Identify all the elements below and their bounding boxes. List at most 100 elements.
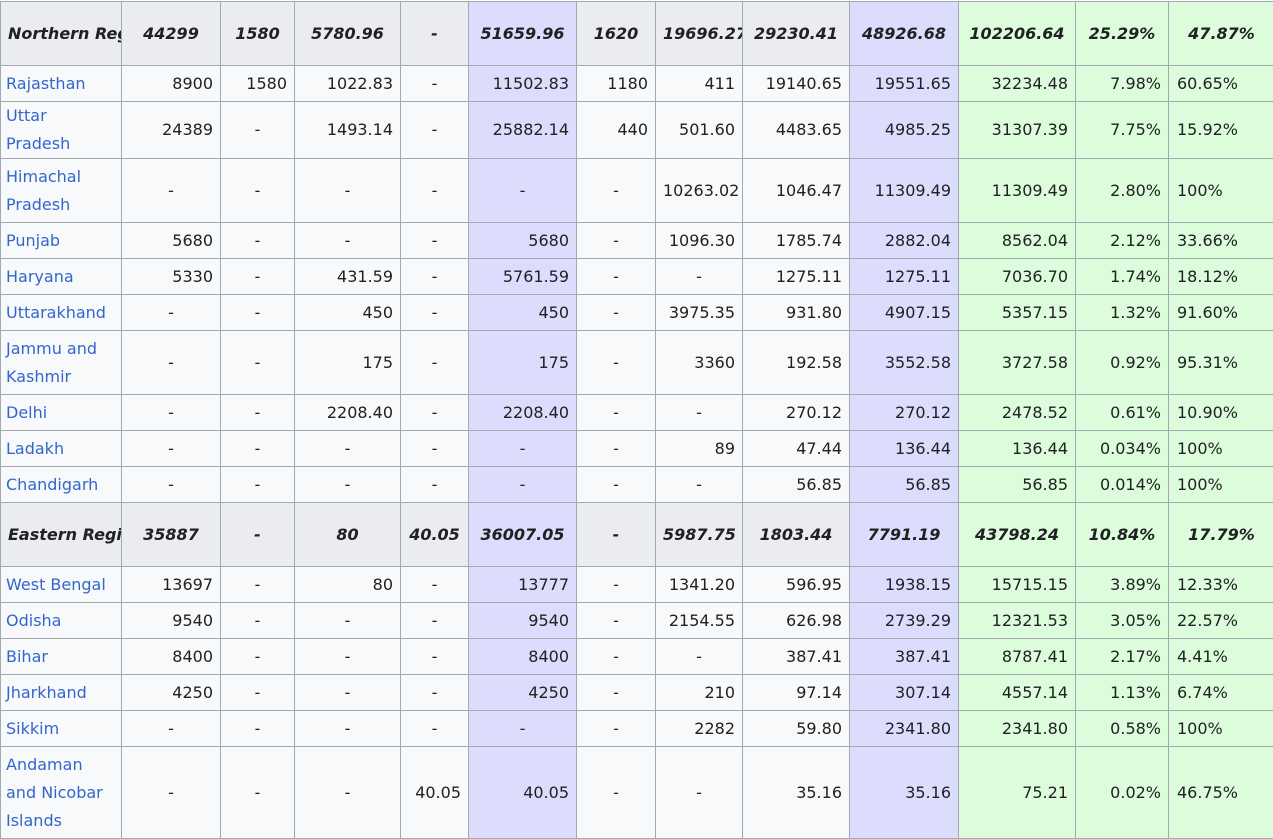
value-cell: - bbox=[401, 2, 469, 66]
value-cell: 192.58 bbox=[743, 331, 850, 395]
value-cell: - bbox=[221, 747, 295, 839]
value-cell: 8562.04 bbox=[959, 223, 1076, 259]
region-row: Northern Region4429915805780.96-51659.96… bbox=[1, 2, 1273, 66]
value-cell: - bbox=[221, 102, 295, 159]
value-cell: 5680 bbox=[122, 223, 221, 259]
state-link[interactable]: Ladakh bbox=[6, 439, 64, 458]
value-cell: 91.60% bbox=[1169, 295, 1273, 331]
value-cell: - bbox=[577, 467, 656, 503]
value-cell: 102206.64 bbox=[959, 2, 1076, 66]
state-link[interactable]: Bihar bbox=[6, 647, 48, 666]
state-link[interactable]: Jharkhand bbox=[6, 683, 87, 702]
state-link[interactable]: Haryana bbox=[6, 267, 74, 286]
value-cell: 17.79% bbox=[1169, 503, 1273, 567]
value-cell: - bbox=[401, 159, 469, 223]
value-cell: - bbox=[295, 747, 401, 839]
value-cell: - bbox=[221, 223, 295, 259]
value-cell: 19551.65 bbox=[850, 66, 959, 102]
value-cell: - bbox=[577, 603, 656, 639]
value-cell: 2739.29 bbox=[850, 603, 959, 639]
value-cell: - bbox=[401, 223, 469, 259]
state-link[interactable]: Jammu and Kashmir bbox=[6, 339, 97, 386]
value-cell: 3.89% bbox=[1076, 567, 1169, 603]
value-cell: - bbox=[401, 259, 469, 295]
value-cell: - bbox=[401, 331, 469, 395]
value-cell: 440 bbox=[577, 102, 656, 159]
value-cell: 40.05 bbox=[469, 747, 577, 839]
value-cell: 1096.30 bbox=[656, 223, 743, 259]
state-name-cell: Jharkhand bbox=[1, 675, 122, 711]
value-cell: 8900 bbox=[122, 66, 221, 102]
value-cell: 626.98 bbox=[743, 603, 850, 639]
value-cell: 4907.15 bbox=[850, 295, 959, 331]
value-cell: 35887 bbox=[122, 503, 221, 567]
value-cell: 100% bbox=[1169, 431, 1273, 467]
value-cell: 5680 bbox=[469, 223, 577, 259]
region-name-cell: Northern Region bbox=[1, 2, 122, 66]
value-cell: - bbox=[401, 295, 469, 331]
state-link[interactable]: Punjab bbox=[6, 231, 60, 250]
value-cell: 8787.41 bbox=[959, 639, 1076, 675]
value-cell: - bbox=[577, 711, 656, 747]
value-cell: 1.74% bbox=[1076, 259, 1169, 295]
state-link[interactable]: Chandigarh bbox=[6, 475, 98, 494]
state-link[interactable]: West Bengal bbox=[6, 575, 106, 594]
value-cell: 24389 bbox=[122, 102, 221, 159]
value-cell: 35.16 bbox=[850, 747, 959, 839]
value-cell: - bbox=[401, 639, 469, 675]
value-cell: - bbox=[401, 603, 469, 639]
value-cell: - bbox=[401, 567, 469, 603]
state-link[interactable]: Rajasthan bbox=[6, 74, 86, 93]
value-cell: 1493.14 bbox=[295, 102, 401, 159]
state-name-cell: Uttarakhand bbox=[1, 295, 122, 331]
value-cell: 2341.80 bbox=[850, 711, 959, 747]
state-link[interactable]: Uttar Pradesh bbox=[6, 106, 70, 153]
state-name-cell: Odisha bbox=[1, 603, 122, 639]
value-cell: - bbox=[295, 711, 401, 747]
value-cell: 9540 bbox=[122, 603, 221, 639]
value-cell: 35.16 bbox=[743, 747, 850, 839]
value-cell: 0.02% bbox=[1076, 747, 1169, 839]
value-cell: - bbox=[221, 259, 295, 295]
value-cell: 13777 bbox=[469, 567, 577, 603]
value-cell: - bbox=[221, 331, 295, 395]
value-cell: 3727.58 bbox=[959, 331, 1076, 395]
value-cell: - bbox=[656, 747, 743, 839]
value-cell: - bbox=[221, 503, 295, 567]
value-cell: 11309.49 bbox=[850, 159, 959, 223]
value-cell: 450 bbox=[469, 295, 577, 331]
state-link[interactable]: Delhi bbox=[6, 403, 47, 422]
value-cell: 1275.11 bbox=[743, 259, 850, 295]
state-link[interactable]: Uttarakhand bbox=[6, 303, 106, 322]
value-cell: 9540 bbox=[469, 603, 577, 639]
value-cell: 387.41 bbox=[743, 639, 850, 675]
value-cell: 25.29% bbox=[1076, 2, 1169, 66]
value-cell: 3552.58 bbox=[850, 331, 959, 395]
value-cell: 33.66% bbox=[1169, 223, 1273, 259]
value-cell: - bbox=[656, 467, 743, 503]
state-link[interactable]: Andaman and Nicobar Islands bbox=[6, 755, 103, 830]
value-cell: - bbox=[577, 295, 656, 331]
value-cell: 12321.53 bbox=[959, 603, 1076, 639]
value-cell: 15.92% bbox=[1169, 102, 1273, 159]
value-cell: - bbox=[221, 675, 295, 711]
state-link[interactable]: Sikkim bbox=[6, 719, 59, 738]
value-cell: 5330 bbox=[122, 259, 221, 295]
state-link[interactable]: Odisha bbox=[6, 611, 61, 630]
value-cell: 5761.59 bbox=[469, 259, 577, 295]
value-cell: 1341.20 bbox=[656, 567, 743, 603]
state-link[interactable]: Himachal Pradesh bbox=[6, 167, 81, 214]
value-cell: - bbox=[469, 431, 577, 467]
value-cell: - bbox=[577, 331, 656, 395]
value-cell: 1938.15 bbox=[850, 567, 959, 603]
value-cell: 4250 bbox=[469, 675, 577, 711]
value-cell: 0.92% bbox=[1076, 331, 1169, 395]
value-cell: - bbox=[122, 331, 221, 395]
value-cell: - bbox=[577, 395, 656, 431]
value-cell: - bbox=[401, 395, 469, 431]
